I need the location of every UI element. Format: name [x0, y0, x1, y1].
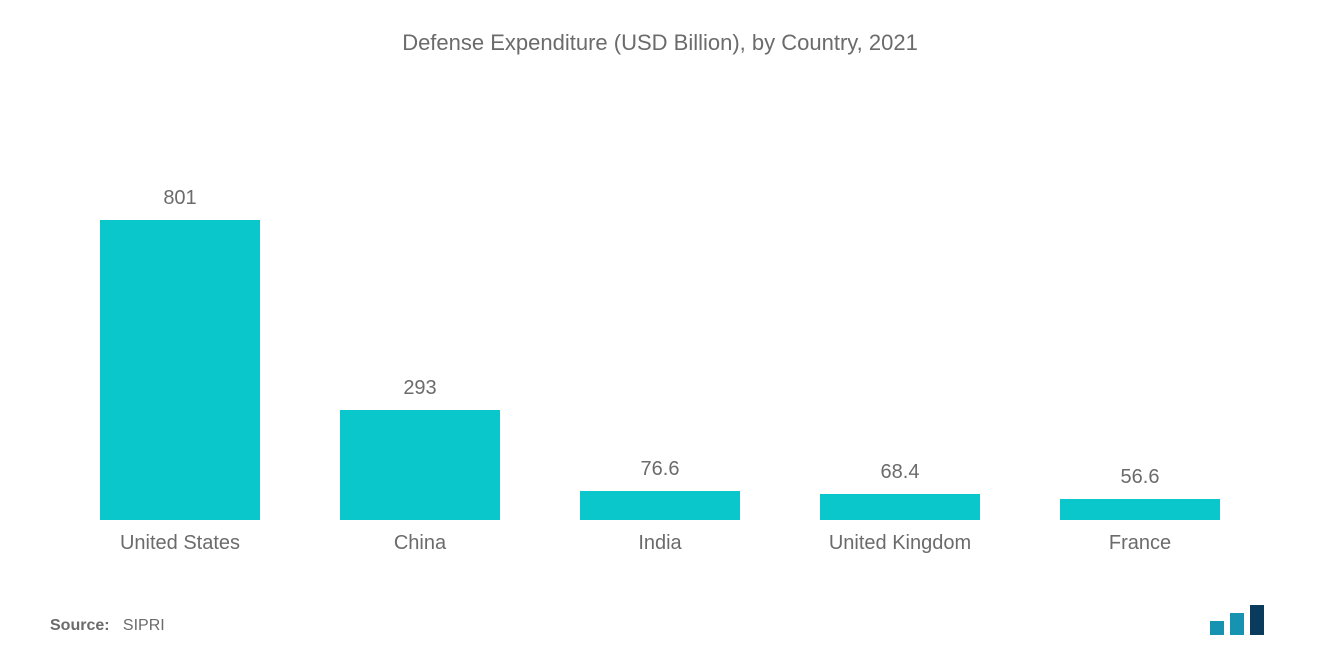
bar-group: 801 United States: [60, 187, 300, 555]
bar-group: 293 China: [300, 377, 540, 555]
bar-value: 76.6: [641, 458, 680, 481]
logo-bar-1: [1210, 621, 1224, 635]
plot-area: 801 United States 293 China 76.6 India 6…: [50, 66, 1270, 555]
source-value: [114, 617, 123, 634]
chart-title: Defense Expenditure (USD Billion), by Co…: [50, 30, 1270, 56]
bar-label: United States: [120, 532, 240, 555]
bar-label: India: [638, 532, 681, 555]
bar-group: 76.6 India: [540, 458, 780, 555]
source-text: Source: SIPRI: [50, 617, 165, 635]
logo-bar-2: [1230, 613, 1244, 635]
bar-label: China: [394, 532, 446, 555]
brand-logo-icon: [1206, 605, 1270, 635]
logo-bar-3: [1250, 605, 1264, 635]
chart-footer: Source: SIPRI: [50, 605, 1270, 635]
bar-group: 56.6 France: [1020, 466, 1260, 555]
source-label: Source:: [50, 617, 110, 634]
bar: [820, 494, 980, 520]
bar: [1060, 499, 1220, 520]
bar: [580, 491, 740, 520]
bar-group: 68.4 United Kingdom: [780, 461, 1020, 555]
bar: [100, 220, 260, 520]
bar-value: 56.6: [1121, 466, 1160, 489]
bar: [340, 410, 500, 520]
source-name: SIPRI: [123, 617, 165, 634]
bar-label: France: [1109, 532, 1171, 555]
chart-container: Defense Expenditure (USD Billion), by Co…: [0, 0, 1320, 665]
bar-value: 801: [163, 187, 196, 210]
bar-label: United Kingdom: [829, 532, 971, 555]
bar-value: 293: [403, 377, 436, 400]
bar-value: 68.4: [881, 461, 920, 484]
